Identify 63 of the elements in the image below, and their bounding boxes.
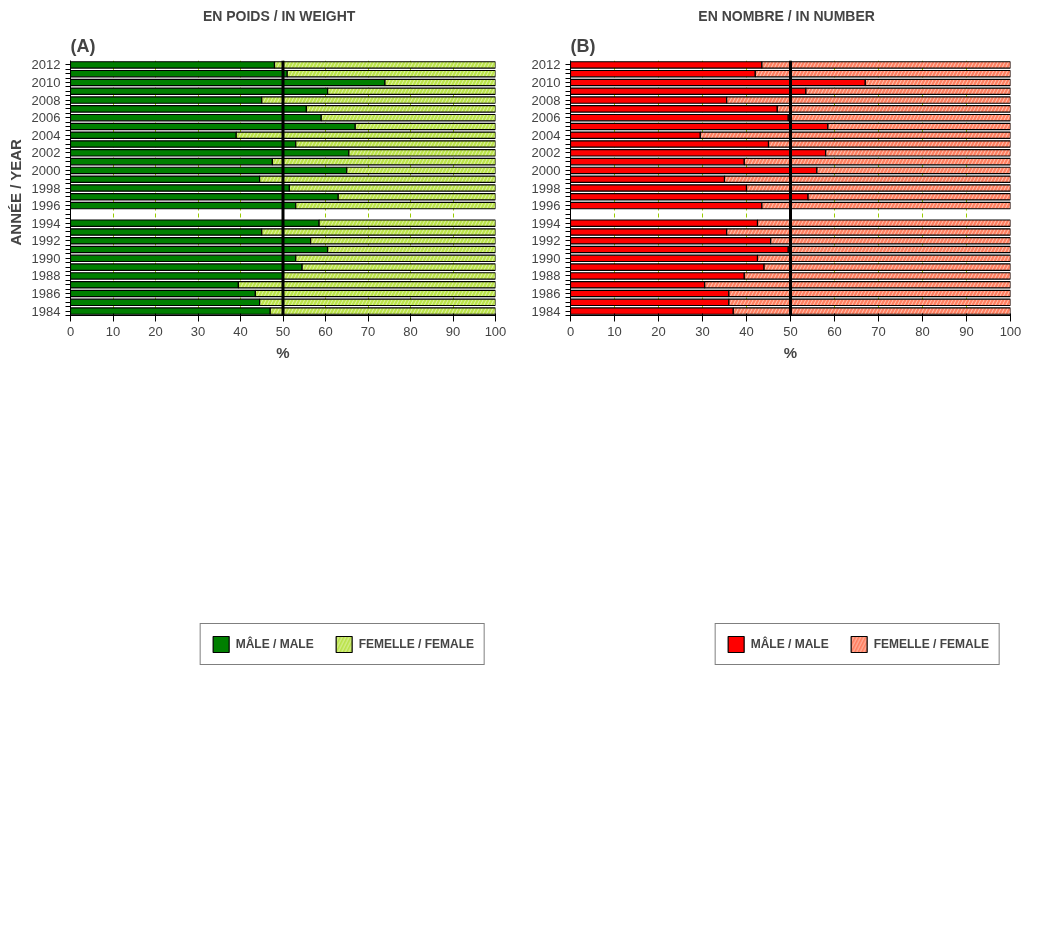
x-tick-label: 10 xyxy=(105,323,121,339)
legend-label: MÂLE / MALE xyxy=(750,637,829,651)
y-tick-label: 1992 xyxy=(531,233,561,249)
x-tick-label: 90 xyxy=(959,323,974,339)
x-tick-label: 70 xyxy=(360,323,376,339)
y-tick-label: 2008 xyxy=(531,92,561,108)
x-tick-label: 20 xyxy=(148,323,163,339)
chart-title: EN NOMBRE / IN NUMBER xyxy=(698,7,875,24)
y-tick-label: 2012 xyxy=(31,57,61,73)
x-tick-label: 100 xyxy=(999,323,1022,339)
x-tick-label: 80 xyxy=(403,323,418,339)
y-tick-label: 1990 xyxy=(531,250,561,266)
x-axis-title: % xyxy=(783,343,798,361)
x-tick-label: 50 xyxy=(783,323,798,339)
x-tick-label: 80 xyxy=(915,323,930,339)
y-tick-label: 1996 xyxy=(31,198,61,214)
x-tick-label: 30 xyxy=(695,323,710,339)
x-tick-label: 40 xyxy=(739,323,754,339)
text: (B) xyxy=(570,35,596,56)
y-tick-label: 1984 xyxy=(531,303,561,319)
x-tick-label: 0 xyxy=(566,323,575,339)
y-tick-label: 1994 xyxy=(531,215,561,231)
x-tick-label: 100 xyxy=(484,323,507,339)
y-tick-label: 1992 xyxy=(31,233,61,249)
y-tick-label: 2010 xyxy=(31,74,61,90)
text: (A) xyxy=(70,35,96,56)
y-tick-label: 2010 xyxy=(531,74,561,90)
y-tick-label: 1986 xyxy=(531,286,561,302)
y-tick-label: 2002 xyxy=(31,145,61,161)
y-tick-label: 2002 xyxy=(531,145,561,161)
x-tick-label: 0 xyxy=(66,323,75,339)
y-tick-label: 2008 xyxy=(31,92,61,108)
x-tick-label: 20 xyxy=(651,323,666,339)
x-tick-label: 10 xyxy=(607,323,622,339)
y-tick-label: 1990 xyxy=(31,250,61,266)
x-tick-label: 50 xyxy=(275,323,291,339)
y-tick-label: 2000 xyxy=(31,162,61,178)
x-axis-title: % xyxy=(276,343,290,361)
y-tick-label: 2004 xyxy=(31,127,61,143)
y-tick-label: 2004 xyxy=(531,127,561,143)
x-tick-label: 90 xyxy=(445,323,461,339)
y-tick-label: 1988 xyxy=(31,268,61,284)
y-axis-title: ANNÉE / YEAR xyxy=(6,138,24,246)
y-tick-label: 2012 xyxy=(531,57,561,73)
y-tick-label: 1998 xyxy=(31,180,61,196)
y-tick-label: 1984 xyxy=(31,303,61,319)
y-tick-label: 1988 xyxy=(531,268,561,284)
x-tick-label: 60 xyxy=(318,323,333,339)
legend-label: MÂLE / MALE xyxy=(235,637,314,651)
x-tick-label: 40 xyxy=(233,323,248,339)
y-tick-label: 2006 xyxy=(531,110,561,126)
y-tick-label: 1986 xyxy=(31,286,61,302)
x-tick-label: 60 xyxy=(827,323,842,339)
y-tick-label: 1996 xyxy=(531,198,561,214)
x-tick-label: 70 xyxy=(871,323,886,339)
y-tick-label: 2006 xyxy=(31,110,61,126)
legend-label: FEMELLE / FEMALE xyxy=(873,637,989,651)
x-tick-label: 30 xyxy=(190,323,206,339)
y-tick-label: 1998 xyxy=(531,180,561,196)
y-tick-label: 1994 xyxy=(31,215,61,231)
chart-title: EN POIDS / IN WEIGHT xyxy=(202,7,356,24)
y-tick-label: 2000 xyxy=(531,162,561,178)
legend-label: FEMELLE / FEMALE xyxy=(358,637,474,651)
